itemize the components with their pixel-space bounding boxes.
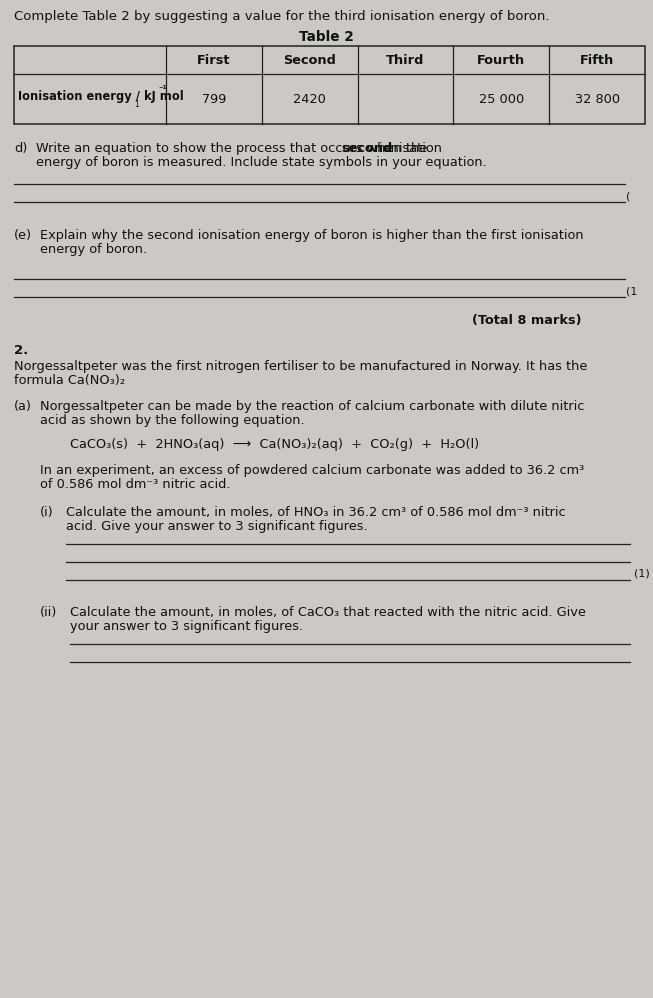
Text: Third: Third: [387, 54, 424, 67]
Text: First: First: [197, 54, 231, 67]
Text: 2.: 2.: [14, 344, 28, 357]
Text: acid as shown by the following equation.: acid as shown by the following equation.: [40, 414, 305, 427]
Text: (e): (e): [14, 229, 32, 242]
Text: Table 2: Table 2: [299, 30, 354, 44]
Text: (i): (i): [40, 506, 54, 519]
Text: (1): (1): [634, 568, 650, 578]
Text: formula Ca(NO₃)₂: formula Ca(NO₃)₂: [14, 374, 125, 387]
Text: Norgessaltpeter was the first nitrogen fertiliser to be manufactured in Norway. : Norgessaltpeter was the first nitrogen f…: [14, 360, 588, 373]
Text: (a): (a): [14, 400, 32, 413]
Text: (ii): (ii): [40, 606, 57, 619]
Text: ⁻¹: ⁻¹: [158, 85, 167, 94]
Text: (Total 8 marks): (Total 8 marks): [472, 314, 582, 327]
Text: energy of boron.: energy of boron.: [40, 243, 147, 256]
Bar: [14, 46, 645, 124]
Text: 799: 799: [202, 93, 226, 106]
Text: CaCO₃(s)  +  2HNO₃(aq)  ⟶  Ca(NO₃)₂(aq)  +  CO₂(g)  +  H₂O(l): CaCO₃(s) + 2HNO₃(aq) ⟶ Ca(NO₃)₂(aq) + CO…: [70, 438, 479, 451]
Text: In an experiment, an excess of powdered calcium carbonate was added to 36.2 cm³: In an experiment, an excess of powdered …: [40, 464, 584, 477]
Text: Fifth: Fifth: [580, 54, 614, 67]
Text: ionisation: ionisation: [375, 142, 441, 155]
Text: your answer to 3 significant figures.: your answer to 3 significant figures.: [70, 620, 303, 633]
Text: Fourth: Fourth: [477, 54, 526, 67]
Text: Calculate the amount, in moles, of CaCO₃ that reacted with the nitric acid. Give: Calculate the amount, in moles, of CaCO₃…: [70, 606, 586, 619]
Text: second: second: [342, 142, 393, 155]
Text: of 0.586 mol dm⁻³ nitric acid.: of 0.586 mol dm⁻³ nitric acid.: [40, 478, 231, 491]
Text: d): d): [14, 142, 27, 155]
Text: Calculate the amount, in moles, of HNO₃ in 36.2 cm³ of 0.586 mol dm⁻³ nitric: Calculate the amount, in moles, of HNO₃ …: [66, 506, 565, 519]
Text: Ionisation energy / kJ mol: Ionisation energy / kJ mol: [18, 90, 183, 103]
Text: Second: Second: [283, 54, 336, 67]
Text: energy of boron is measured. Include state symbols in your equation.: energy of boron is measured. Include sta…: [36, 156, 486, 169]
Text: Write an equation to show the process that occurs when the: Write an equation to show the process th…: [36, 142, 432, 155]
Text: 2420: 2420: [293, 93, 326, 106]
Text: Norgessaltpeter can be made by the reaction of calcium carbonate with dilute nit: Norgessaltpeter can be made by the react…: [40, 400, 584, 413]
Text: (: (: [626, 191, 630, 201]
Text: acid. Give your answer to 3 significant figures.: acid. Give your answer to 3 significant …: [66, 520, 368, 533]
Text: Explain why the second ionisation energy of boron is higher than the first ionis: Explain why the second ionisation energy…: [40, 229, 584, 242]
Text: 32 800: 32 800: [575, 93, 620, 106]
Text: 25 000: 25 000: [479, 93, 524, 106]
Text: (1: (1: [626, 287, 637, 297]
Text: Complete Table 2 by suggesting a value for the third ionisation energy of boron.: Complete Table 2 by suggesting a value f…: [14, 10, 550, 23]
Text: 1: 1: [134, 100, 138, 109]
